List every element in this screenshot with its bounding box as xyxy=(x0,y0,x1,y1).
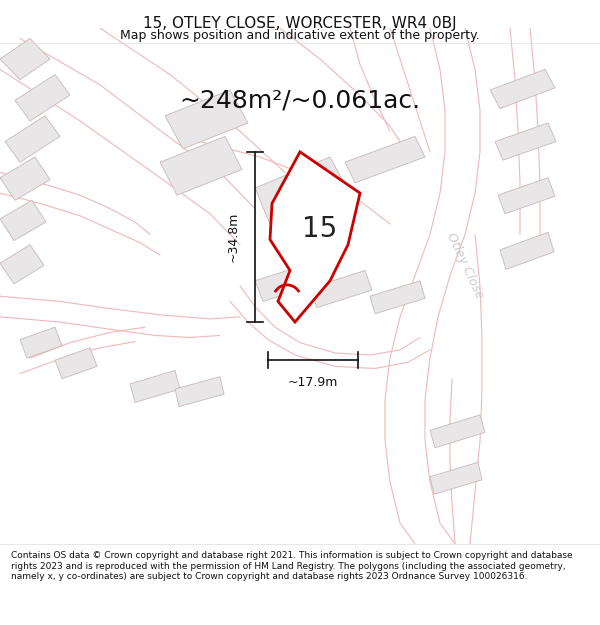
Polygon shape xyxy=(0,201,46,241)
Polygon shape xyxy=(255,157,345,224)
Polygon shape xyxy=(0,39,50,79)
Polygon shape xyxy=(500,232,554,269)
Polygon shape xyxy=(130,371,180,402)
Text: Map shows position and indicative extent of the property.: Map shows position and indicative extent… xyxy=(120,29,480,42)
Text: ~248m²/~0.061ac.: ~248m²/~0.061ac. xyxy=(179,88,421,112)
Polygon shape xyxy=(0,157,50,201)
Polygon shape xyxy=(160,136,242,195)
Polygon shape xyxy=(270,152,360,322)
Polygon shape xyxy=(5,116,60,162)
Polygon shape xyxy=(175,377,224,407)
Polygon shape xyxy=(20,328,62,358)
Text: Contains OS data © Crown copyright and database right 2021. This information is : Contains OS data © Crown copyright and d… xyxy=(11,551,572,581)
Polygon shape xyxy=(490,69,555,109)
Polygon shape xyxy=(255,263,318,301)
Polygon shape xyxy=(55,348,97,379)
Text: Otley Close: Otley Close xyxy=(444,230,486,301)
Polygon shape xyxy=(495,123,556,160)
Polygon shape xyxy=(0,244,44,284)
Polygon shape xyxy=(430,415,485,448)
Polygon shape xyxy=(345,136,425,182)
Text: 15, OTLEY CLOSE, WORCESTER, WR4 0BJ: 15, OTLEY CLOSE, WORCESTER, WR4 0BJ xyxy=(143,16,457,31)
Polygon shape xyxy=(370,281,425,314)
Polygon shape xyxy=(498,177,555,214)
Polygon shape xyxy=(310,271,372,308)
Text: ~17.9m: ~17.9m xyxy=(288,376,338,389)
Text: ~34.8m: ~34.8m xyxy=(227,212,239,262)
Text: 15: 15 xyxy=(302,215,338,243)
Polygon shape xyxy=(430,462,482,494)
Polygon shape xyxy=(15,74,70,121)
Polygon shape xyxy=(165,90,248,149)
